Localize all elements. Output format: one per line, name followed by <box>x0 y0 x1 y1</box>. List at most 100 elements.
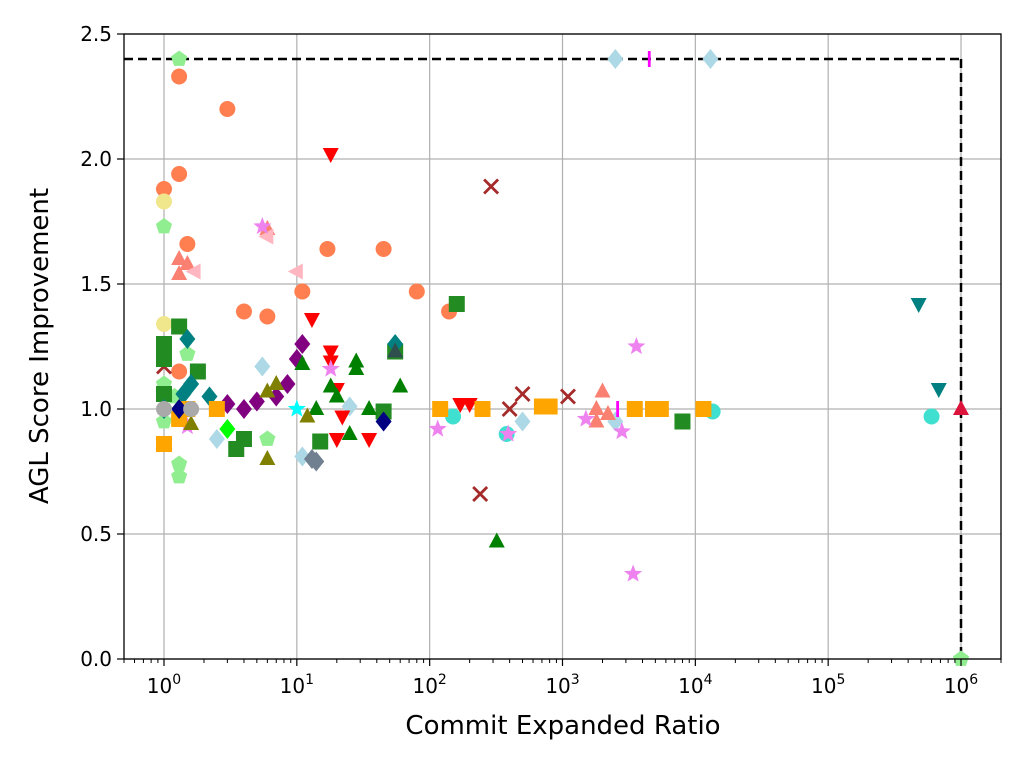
lightgreen-pentagons-point <box>179 345 196 361</box>
green-triangles-up-point <box>341 425 358 440</box>
y-tick-label: 0.5 <box>80 522 112 546</box>
lightgreen-pentagons-point <box>952 650 970 666</box>
lightblue-diamonds-point <box>208 429 225 449</box>
purple-diamonds-point <box>235 399 252 419</box>
navy-diamonds-point <box>375 411 392 432</box>
turquoise-circles-point <box>445 408 462 425</box>
lightblue-diamonds-point <box>607 49 624 69</box>
slategray-diamonds-point <box>308 451 325 472</box>
darkgray-circles-point <box>155 401 172 417</box>
orange-squares-point <box>155 436 172 452</box>
navy-diamonds-point <box>171 399 188 419</box>
x-tick-label: 106 <box>944 672 978 698</box>
teal-triangles-down-point <box>930 383 947 398</box>
y-axis-ticks: 0.0 0.5 1.0 1.5 2.0 2.5 <box>80 22 124 671</box>
y-tick-label: 1.0 <box>80 397 112 421</box>
red-triangles-down-point <box>322 345 339 361</box>
pink-triangles-left-point <box>185 263 201 280</box>
data-points <box>155 49 970 666</box>
coral-circles-point <box>408 283 425 300</box>
brown-crosses-point <box>472 486 489 502</box>
orange-squares-point <box>432 401 449 417</box>
turquoise-circles-point <box>923 408 940 425</box>
teal-diamonds-point <box>179 329 196 349</box>
red-triangles-down-point <box>461 398 478 413</box>
y-tick-label: 1.5 <box>80 272 112 296</box>
coral-circles-point <box>179 236 196 252</box>
lime-diamonds-point <box>219 419 236 439</box>
olive-triangles-up-point <box>299 407 316 423</box>
orange-squares-point <box>541 398 558 415</box>
violet-stars-point <box>627 337 646 355</box>
forestgreen-squares-point <box>189 363 206 380</box>
brown-crosses-point <box>514 386 531 402</box>
forestgreen-squares-point <box>171 318 188 335</box>
orange-squares-point <box>474 401 491 417</box>
teal-triangles-down-point <box>910 298 927 313</box>
coral-circles-point <box>319 241 336 257</box>
x-tick-label: 102 <box>412 672 446 698</box>
olive-triangles-up-point <box>183 415 200 430</box>
darkslategray-triangles-point <box>387 342 404 358</box>
coral-circles-point <box>155 181 172 197</box>
lightgreen-pentagons-point <box>171 468 188 484</box>
lightblue-diamonds-point <box>254 356 271 377</box>
crimson-triangles-up-point <box>953 400 970 415</box>
violet-stars-point <box>624 564 643 582</box>
salmon-triangles-up-point <box>588 400 605 415</box>
khaki-circles-point <box>155 193 172 210</box>
teal-diamonds-point <box>175 384 192 404</box>
coral-circles-point <box>171 68 188 85</box>
salmon-triangles-up-point <box>594 382 611 398</box>
orange-squares-point <box>652 401 669 417</box>
lightgreen-pentagons-point <box>259 430 276 446</box>
salmon-triangles-up-point <box>179 255 196 270</box>
coral-circles-point <box>171 363 188 380</box>
forestgreen-squares-point <box>155 351 172 367</box>
salmon-triangles-up-point <box>171 265 188 280</box>
coral-circles-point <box>259 308 276 325</box>
pink-triangles-left-point <box>287 263 303 280</box>
lightblue-diamonds-point <box>702 49 719 69</box>
olive-triangles-up-point <box>259 382 276 398</box>
salmon-triangles-up-point <box>588 412 605 428</box>
x-axis-ticks: 100 101 102 103 104 105 106 <box>123 659 1002 698</box>
coral-circles-point <box>171 166 188 182</box>
coral-circles-point <box>294 283 311 300</box>
cyan-stars-point <box>287 399 306 417</box>
violet-stars-point <box>612 422 631 440</box>
red-triangles-down-point <box>328 433 345 448</box>
y-axis-title: AGL Score Improvement <box>25 188 55 504</box>
red-triangles-down-point <box>334 410 351 426</box>
x-tick-label: 101 <box>280 672 314 698</box>
violet-stars-point <box>428 419 447 437</box>
purple-diamonds-point <box>268 386 285 407</box>
salmon-triangles-up-point <box>171 250 188 265</box>
green-triangles-up-point <box>308 400 325 415</box>
red-triangles-down-point <box>303 313 320 328</box>
forestgreen-squares-point <box>674 413 691 430</box>
lightgreen-pentagons-point <box>155 413 173 429</box>
coral-circles-point <box>219 101 236 117</box>
lightgreen-pentagons-point <box>171 455 188 471</box>
forestgreen-squares-point <box>235 431 252 447</box>
x-tick-label: 100 <box>147 672 181 698</box>
olive-triangles-up-point <box>259 450 276 465</box>
x-tick-label: 105 <box>811 672 845 698</box>
green-triangles-up-point <box>294 355 311 370</box>
orange-squares-point <box>208 401 225 417</box>
olive-triangles-up-point <box>268 375 285 390</box>
red-triangles-down-point <box>361 433 378 448</box>
forestgreen-squares-point <box>448 296 465 312</box>
x-tick-label: 103 <box>545 672 579 698</box>
red-triangles-down-point <box>322 148 339 163</box>
brown-crosses-point <box>483 178 500 195</box>
violet-stars-point <box>499 424 518 442</box>
violet-stars-point <box>576 409 595 427</box>
green-triangles-up-point <box>328 387 345 403</box>
green-triangles-up-point <box>361 400 378 415</box>
brown-crosses-point <box>501 401 518 417</box>
violet-stars-point <box>253 217 272 235</box>
salmon-triangles-up-point <box>599 405 616 420</box>
